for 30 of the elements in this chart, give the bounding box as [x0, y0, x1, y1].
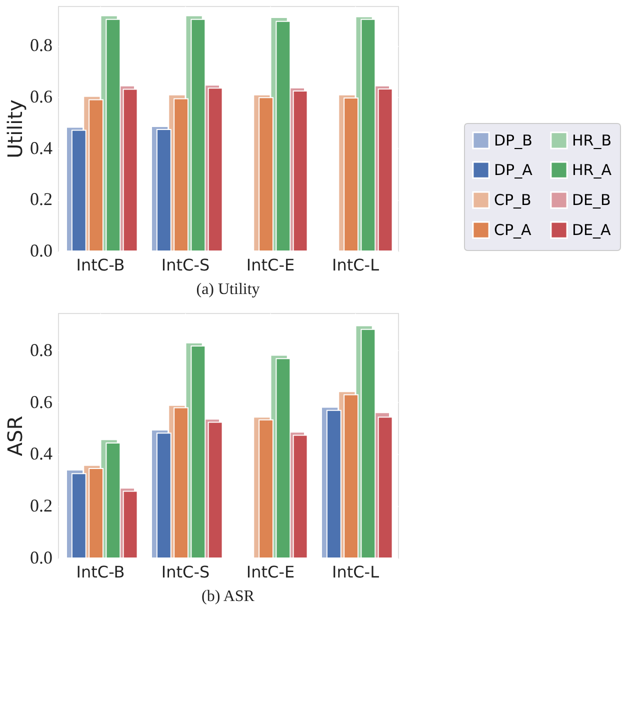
y-tick-label: 0.2 [30, 496, 52, 516]
legend-label: CP_A [494, 221, 532, 239]
x-tick-label: IntC-L [332, 562, 380, 582]
legend-label: HR_B [572, 131, 612, 150]
y-tick-label: 0.2 [30, 189, 52, 210]
legend-label: DP_A [494, 161, 534, 179]
x-tick-label: IntC-L [332, 256, 380, 274]
legend-label: HR_A [572, 161, 612, 179]
legend-label: DE_A [572, 221, 612, 239]
x-tick-label: IntC-S [161, 256, 210, 274]
y-tick-label: 0.8 [30, 340, 52, 360]
y-tick-label: 0.6 [30, 392, 52, 412]
text: (a) Utility [196, 281, 260, 298]
legend-label: DP_B [494, 131, 532, 150]
legend-label: DE_B [572, 191, 611, 209]
x-tick-label: IntC-B [76, 256, 125, 274]
x-tick-label: IntC-E [246, 256, 295, 274]
y-tick-label: 0.4 [30, 444, 52, 464]
y-tick-label: 0.6 [30, 86, 52, 106]
x-tick-label: IntC-B [76, 562, 125, 582]
y-tick-label: 0.0 [30, 548, 52, 568]
y-tick-label: 0.8 [30, 35, 52, 56]
y-axis-title: ASR [3, 416, 27, 456]
y-tick-label: 0.0 [30, 240, 52, 260]
x-tick-label: IntC-E [246, 562, 295, 582]
y-axis-title: Utility [3, 99, 27, 158]
legend-label: CP_B [494, 191, 532, 209]
x-tick-label: IntC-S [161, 562, 210, 582]
y-tick-label: 0.4 [30, 138, 52, 158]
text: (b) ASR [202, 588, 255, 605]
